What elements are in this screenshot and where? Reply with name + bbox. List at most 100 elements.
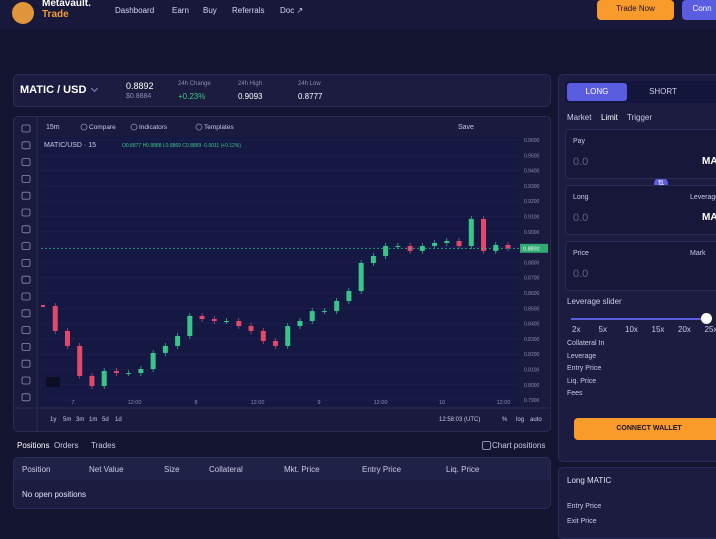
nav-link[interactable]: Referrals	[232, 6, 264, 15]
connect[interactable]: Conn	[682, 0, 716, 20]
toolbar-item[interactable]: Templates	[204, 124, 234, 131]
leverage-mark[interactable]: 2x	[572, 325, 580, 334]
y-label: 0.7900	[524, 398, 540, 404]
nav-link[interactable]: Buy	[203, 6, 217, 15]
drawing-tool[interactable]	[22, 226, 30, 233]
drawing-tool[interactable]	[22, 159, 30, 166]
drawing-tool[interactable]	[22, 259, 30, 266]
candle	[469, 219, 474, 246]
drawing-tool[interactable]	[22, 343, 30, 350]
drawing-tool[interactable]	[22, 293, 30, 300]
order-type[interactable]: Market	[567, 113, 591, 122]
y-label: 0.9000	[524, 230, 540, 236]
plot-area	[41, 137, 519, 406]
slider-thumb[interactable]	[701, 313, 712, 324]
leverage-mark[interactable]: 25x	[705, 325, 716, 334]
trade-panel: ⇅ LONGSHORTMarketLimitTriggerPay0.0MATIC…	[558, 74, 716, 462]
interval[interactable]: 15m	[46, 124, 60, 131]
save[interactable]: Save	[458, 124, 474, 131]
leverage-mark[interactable]: 20x	[678, 325, 691, 334]
drawing-tool[interactable]	[22, 175, 30, 182]
drawing-tool[interactable]	[22, 360, 30, 367]
detail-label: Fees	[567, 390, 583, 397]
drawing-tool[interactable]	[22, 310, 30, 317]
column-header: Entry Price	[362, 465, 401, 474]
price-tag-label: 0.8892	[523, 246, 540, 252]
field-value: 0.0	[573, 268, 588, 280]
field-side: Leverage	[690, 194, 716, 201]
nav-link[interactable]: Doc ↗	[280, 6, 303, 15]
y-label: 0.8100	[524, 368, 540, 374]
toolbar-item[interactable]: Indicators	[139, 124, 168, 131]
slider-track	[571, 318, 711, 320]
range[interactable]: 1y	[50, 417, 56, 423]
pair[interactable]: MATIC / USD	[20, 84, 86, 96]
range[interactable]: 5m	[63, 417, 71, 423]
nav-link[interactable]: Earn	[172, 6, 189, 15]
drawing-tool[interactable]	[22, 276, 30, 283]
drawing-tool[interactable]	[22, 394, 30, 401]
logo	[12, 2, 34, 24]
scale-option[interactable]: auto	[530, 417, 542, 423]
drawing-tool[interactable]	[22, 327, 30, 334]
detail-label: Entry Price	[567, 365, 601, 372]
range[interactable]: 5d	[102, 417, 109, 423]
positions-tab[interactable]: Positions	[17, 441, 49, 450]
tool-icon	[81, 124, 87, 130]
scale-option[interactable]: %	[502, 417, 508, 423]
column-header: Net Value	[89, 465, 124, 474]
trade-tab[interactable]: LONG	[567, 83, 627, 101]
candle	[187, 316, 192, 336]
trade-now[interactable]: Trade Now	[597, 0, 674, 20]
order-type[interactable]: Trigger	[627, 113, 652, 122]
candle	[114, 371, 119, 373]
nav-link[interactable]: Dashboard	[115, 6, 154, 15]
chart-positions[interactable]: Chart positions	[492, 441, 545, 450]
trade-tab[interactable]: SHORT	[633, 83, 693, 101]
leverage-mark[interactable]: 5x	[599, 325, 607, 334]
drawing-tool[interactable]	[22, 125, 30, 132]
positions-tab[interactable]: Trades	[91, 441, 116, 450]
leverage-mark[interactable]: 15x	[652, 325, 665, 334]
price: 0.8892	[126, 81, 154, 91]
candle	[212, 319, 217, 321]
toolbar-item[interactable]: Compare	[89, 124, 116, 131]
scale-option[interactable]: log	[516, 417, 524, 423]
drawing-tool[interactable]	[22, 243, 30, 250]
y-label: 0.8700	[524, 276, 540, 282]
drawing-tool[interactable]	[22, 377, 30, 384]
drawing-tool[interactable]	[22, 192, 30, 199]
candle	[383, 246, 388, 256]
field-unit: MATIC	[702, 156, 716, 167]
stat-value: +0.23%	[178, 92, 205, 101]
ticker: MATIC / USD 0.8892 $0.8884 24h Change+0.…	[13, 74, 551, 107]
range[interactable]: 1d	[115, 417, 122, 423]
candle	[432, 243, 437, 246]
candle	[102, 371, 107, 386]
positions-tab[interactable]: Orders	[54, 441, 78, 450]
chart-positions-box[interactable]	[482, 441, 491, 450]
field-value: 0.0	[573, 156, 588, 168]
drawing-tool[interactable]	[22, 209, 30, 216]
range[interactable]: 3m	[76, 417, 84, 423]
candle	[506, 245, 511, 248]
clock: 12:58:03 (UTC)	[439, 417, 480, 423]
range[interactable]: 1m	[89, 417, 97, 423]
candle	[138, 369, 143, 373]
x-label: 12:00	[128, 400, 142, 406]
connect-wallet[interactable]: CONNECT WALLET	[574, 418, 716, 440]
y-label: 0.8400	[524, 322, 540, 328]
drawing-tool[interactable]	[22, 142, 30, 149]
y-label: 0.8600	[524, 291, 540, 297]
candle	[175, 336, 180, 346]
summary-row: Exit Price	[567, 518, 597, 525]
candle	[53, 306, 58, 331]
candle	[310, 311, 315, 321]
candle	[236, 321, 241, 326]
leverage-mark[interactable]: 10x	[625, 325, 638, 334]
field-label: Pay	[573, 138, 585, 145]
order-type[interactable]: Limit	[601, 113, 618, 122]
x-label: 8	[194, 400, 197, 406]
